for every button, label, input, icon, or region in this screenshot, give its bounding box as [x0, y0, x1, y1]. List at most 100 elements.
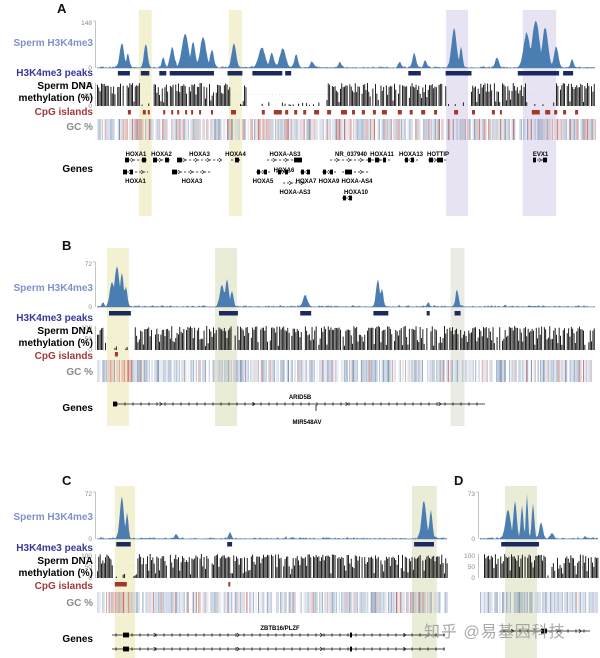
- panel-d-letter: D: [454, 473, 464, 488]
- svg-text:HOXA5: HOXA5: [253, 179, 274, 185]
- svg-text:100: 100: [81, 325, 92, 332]
- svg-text:100: 100: [81, 82, 92, 89]
- track-label-sperm-h3k4me3: Sperm H3K4me3: [13, 283, 93, 294]
- panel-a-letter: A: [57, 1, 67, 16]
- panel-B: 72 0 100 50 0 ARID5B MIR548AV: [81, 248, 595, 426]
- svg-text:100: 100: [464, 553, 475, 560]
- panel-D: 73 0 100 50 0: [464, 486, 599, 658]
- svg-text:HOXA1: HOXA1: [126, 152, 147, 158]
- h3k4me3-peak-bar: [501, 542, 539, 547]
- h3k4me3-signal-track: [480, 494, 598, 539]
- svg-text:HOXA13: HOXA13: [399, 152, 424, 158]
- dna-methylation-track: [484, 554, 599, 578]
- svg-text:0: 0: [88, 575, 92, 582]
- svg-text:HOTTIP: HOTTIP: [427, 152, 449, 158]
- svg-text:NR_037940: NR_037940: [335, 152, 368, 158]
- svg-text:72: 72: [85, 491, 93, 498]
- h3k4me3-peak-bar: [219, 311, 238, 316]
- svg-text:0: 0: [88, 536, 92, 543]
- svg-text:HOXA-AS3: HOXA-AS3: [279, 190, 311, 196]
- track-label-genes: Genes: [62, 164, 93, 175]
- h3k4me3-peak-bar: [426, 311, 430, 316]
- h3k4me3-peak-bar: [116, 542, 131, 547]
- svg-text:EVX1: EVX1: [533, 152, 549, 158]
- svg-text:72: 72: [85, 261, 93, 268]
- gc-percent-track: [97, 592, 448, 613]
- h3k4me3-peak-bar: [414, 542, 434, 547]
- svg-text:73: 73: [468, 491, 476, 498]
- svg-text:0: 0: [471, 536, 475, 543]
- svg-text:100: 100: [81, 553, 92, 560]
- genes-track: HOXA1 HOXA2 HOXA3 HOXA4 HOXA-AS3 NR_037940 HOX…: [123, 152, 549, 201]
- h3k4me3-peak-bar: [252, 71, 283, 76]
- svg-text:HOXA10: HOXA10: [344, 190, 369, 196]
- track-label-gc-percent: GC %: [66, 598, 93, 609]
- svg-text:50: 50: [468, 564, 476, 571]
- gc-percent-track: [480, 592, 598, 613]
- track-label-cpg-islands: CpG islands: [34, 581, 93, 592]
- track-label-h3k4me3-peaks: H3K4me3 peaks: [16, 68, 93, 79]
- h3k4me3-signal-track: [97, 496, 447, 539]
- track-label-h3k4me3-peaks: H3K4me3 peaks: [16, 313, 93, 324]
- h3k4me3-peak-bar: [159, 71, 167, 76]
- svg-text:ARID5B: ARID5B: [289, 395, 312, 401]
- svg-text:MIR548AV: MIR548AV: [293, 420, 322, 426]
- svg-text:HOXA3: HOXA3: [189, 152, 210, 158]
- svg-text:0: 0: [471, 575, 475, 582]
- cpg-islands-track: [114, 582, 231, 587]
- h3k4me3-peak-bar: [454, 311, 461, 316]
- svg-text:HOXA4: HOXA4: [225, 152, 246, 158]
- h3k4me3-peak-bar: [408, 71, 421, 76]
- dna-methylation-track: [97, 83, 595, 106]
- svg-text:HOXA7: HOXA7: [296, 179, 317, 185]
- h3k4me3-peak-bar: [140, 71, 150, 76]
- svg-text:HOXA-AS3: HOXA-AS3: [269, 152, 301, 158]
- track-label-methylation: methylation (%): [18, 338, 93, 349]
- genes-track: ARID5B MIR548AV: [113, 395, 485, 426]
- track-label-genes: Genes: [62, 403, 93, 414]
- h3k4me3-signal-track: [97, 266, 595, 307]
- gc-percent-track: [97, 119, 596, 140]
- h3k4me3-peak-bar: [227, 542, 233, 547]
- track-label-h3k4me3-peaks: H3K4me3 peaks: [16, 543, 93, 554]
- svg-text:0: 0: [88, 347, 92, 354]
- h3k4me3-peak-bar: [117, 71, 130, 76]
- svg-text:148: 148: [81, 20, 92, 27]
- track-label-sperm-dna: Sperm DNA: [37, 556, 93, 567]
- h3k4me3-peak-bar: [169, 71, 214, 76]
- track-label-gc-percent: GC %: [66, 122, 93, 133]
- h3k4me3-peak-bar: [300, 311, 312, 316]
- svg-text:HOXA2: HOXA2: [151, 152, 172, 158]
- track-label-sperm-dna: Sperm DNA: [37, 81, 93, 92]
- svg-text:0: 0: [88, 65, 92, 72]
- track-label-cpg-islands: CpG islands: [34, 351, 93, 362]
- zhihu-watermark: 知乎 @易基因科技: [424, 624, 566, 641]
- svg-text:0: 0: [88, 304, 92, 311]
- track-label-sperm-dna: Sperm DNA: [37, 326, 93, 337]
- svg-text:50: 50: [85, 336, 93, 343]
- h3k4me3-peak-bar: [517, 71, 560, 76]
- highlight-band: [114, 486, 136, 658]
- gc-percent-track: [97, 360, 592, 382]
- svg-text:ZBTB16/PLZF: ZBTB16/PLZF: [260, 626, 300, 632]
- h3k4me3-peak-bar: [227, 71, 243, 76]
- panel-A: 148 0 100 50 0 HOXA1 HOXA2 HOXA3 HOXA4 HOXA-AS3 NR…: [81, 10, 596, 216]
- track-label-sperm-h3k4me3: Sperm H3K4me3: [13, 38, 93, 49]
- svg-text:HOXA1: HOXA1: [125, 179, 146, 185]
- h3k4me3-peak-bar: [373, 311, 389, 316]
- dna-methylation-track: [97, 554, 448, 578]
- svg-text:HOXA6: HOXA6: [274, 168, 295, 174]
- svg-text:HOXA11: HOXA11: [370, 152, 394, 158]
- dna-methylation-track: [97, 326, 595, 350]
- track-label-genes: Genes: [62, 634, 93, 645]
- track-label-methylation: methylation (%): [18, 568, 93, 579]
- svg-text:HOXA9: HOXA9: [319, 179, 340, 185]
- genes-track: [500, 628, 590, 634]
- svg-text:HOXA-AS4: HOXA-AS4: [341, 179, 373, 185]
- h3k4me3-peak-bar: [109, 311, 131, 316]
- panel-c-letter: C: [62, 473, 72, 488]
- cpg-islands-track: [127, 110, 579, 115]
- track-label-cpg-islands: CpG islands: [34, 107, 93, 118]
